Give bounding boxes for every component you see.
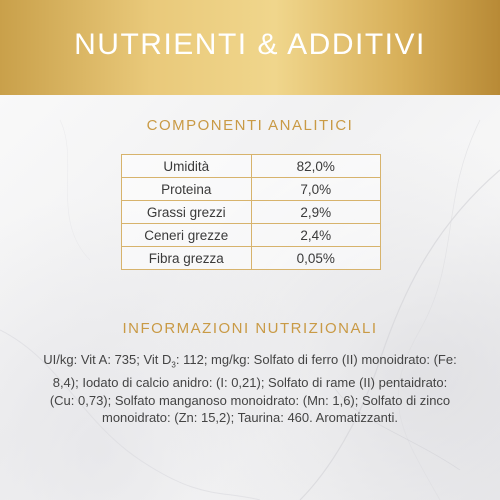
component-name: Umidità (121, 154, 252, 178)
component-value: 2,4% (250, 223, 382, 247)
header-banner: NUTRIENTI & ADDITIVI (0, 0, 500, 95)
component-name: Fibra grezza (121, 246, 252, 270)
component-name: Proteina (121, 177, 252, 201)
nutrition-text-part2: : 112; mg/kg: Solfato di ferro (II) mono… (49, 352, 457, 426)
nutrition-info-title: INFORMAZIONI NUTRIZIONALI (122, 320, 378, 337)
analytic-components-table: Umidità 82,0% Proteina 7,0% Grassi grezz… (121, 154, 382, 270)
table-row: Ceneri grezze 2,4% (121, 223, 382, 247)
table-row: Proteina 7,0% (121, 177, 382, 201)
nutrition-info-text: UI/kg: Vit A: 735; Vit D3: 112; mg/kg: S… (40, 351, 460, 427)
table-row: Grassi grezzi 2,9% (121, 200, 382, 224)
component-value: 2,9% (250, 200, 382, 224)
component-value: 0,05% (250, 246, 382, 270)
table-row: Umidità 82,0% (121, 154, 382, 178)
component-name: Grassi grezzi (121, 200, 252, 224)
component-name: Ceneri grezze (121, 223, 252, 247)
page-title: NUTRIENTI & ADDITIVI (74, 27, 426, 61)
nutrition-text-part1: UI/kg: Vit A: 735; Vit D (43, 352, 172, 367)
table-row: Fibra grezza 0,05% (121, 246, 382, 270)
vitamin-d-subscript: 3 (171, 360, 176, 370)
component-value: 82,0% (250, 154, 382, 178)
analytic-components-title: COMPONENTI ANALITICI (146, 117, 354, 134)
component-value: 7,0% (250, 177, 382, 201)
